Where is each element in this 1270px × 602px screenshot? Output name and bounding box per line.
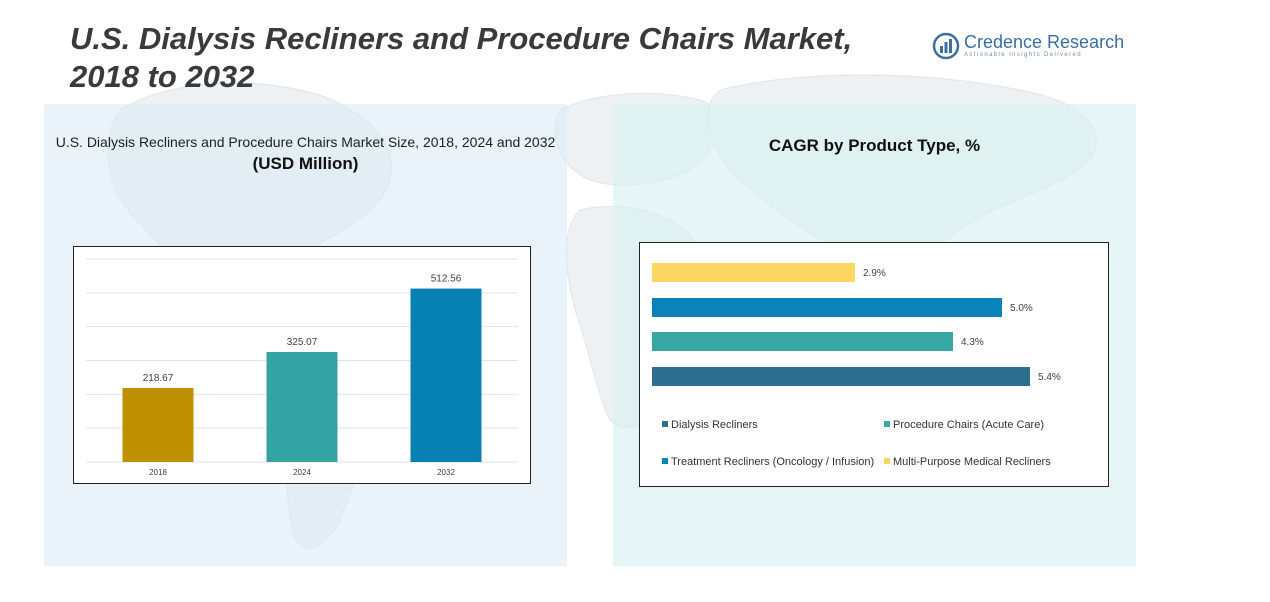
bar-2024 [266, 352, 338, 462]
data-label: 4.3% [961, 337, 984, 348]
logo-tagline: Actionable Insights Delivered [964, 52, 1082, 58]
logo-icon [932, 32, 960, 60]
legend-swatch [884, 458, 890, 464]
market-size-chart: 218.67 2018 325.07 2024 512.56 2032 [86, 258, 518, 477]
cagr-panel: CAGR by Product Type, % 5.4% 4.3% 5.0% 2.9%… [613, 104, 1136, 566]
cagr-chart-frame: 5.4% 4.3% 5.0% 2.9% Dialysis Recliners Proc… [639, 242, 1109, 487]
hbar-multi-purpose-medical-recliners [652, 263, 855, 282]
cagr-chart: 5.4% 4.3% 5.0% 2.9% [652, 263, 1061, 386]
x-tick-label: 2018 [149, 468, 167, 477]
legend-label: Multi-Purpose Medical Recliners [893, 456, 1051, 468]
data-label: 512.56 [431, 274, 462, 285]
bar-2018 [122, 388, 194, 462]
cagr-title: CAGR by Product Type, % [768, 136, 981, 155]
legend-label: Dialysis Recliners [671, 419, 758, 431]
market-size-chart-frame: 218.67 2018 325.07 2024 512.56 2032 [73, 246, 531, 484]
legend-swatch [662, 458, 668, 464]
x-tick-label: 2024 [293, 468, 311, 477]
hbar-procedure-chairs-acute-care- [652, 332, 953, 351]
data-label: 5.4% [1038, 372, 1061, 383]
legend-item-treatment-recliners: Treatment Recliners (Oncology / Infusion… [662, 456, 874, 468]
hbar-dialysis-recliners [652, 367, 1030, 386]
bar-2032 [410, 288, 482, 462]
data-label: 325.07 [287, 337, 318, 348]
data-label: 218.67 [143, 373, 174, 384]
x-tick-label: 2032 [437, 468, 455, 477]
hbar-treatment-recliners-oncology-infusion- [652, 298, 1002, 317]
legend-label: Treatment Recliners (Oncology / Infusion… [671, 456, 875, 468]
legend-item-procedure-chairs: Procedure Chairs (Acute Care) [884, 419, 1044, 431]
market-size-title: U.S. Dialysis Recliners and Procedure Ch… [55, 134, 556, 150]
legend-item-dialysis-recliners: Dialysis Recliners [662, 419, 758, 431]
legend-swatch [884, 421, 890, 427]
legend-swatch [662, 421, 668, 427]
legend-item-multi-purpose: Multi-Purpose Medical Recliners [884, 456, 1051, 468]
logo-name: Credence Research [964, 32, 1125, 52]
brand-logo: Credence Research Actionable Insights De… [930, 30, 1124, 62]
data-label: 5.0% [1010, 303, 1033, 314]
legend-label: Procedure Chairs (Acute Care) [893, 419, 1045, 431]
market-size-panel: U.S. Dialysis Recliners and Procedure Ch… [44, 104, 567, 566]
page-title: U.S. Dialysis Recliners and Procedure Ch… [70, 21, 853, 94]
data-label: 2.9% [863, 268, 886, 279]
market-size-unit: (USD Million) [252, 154, 359, 173]
